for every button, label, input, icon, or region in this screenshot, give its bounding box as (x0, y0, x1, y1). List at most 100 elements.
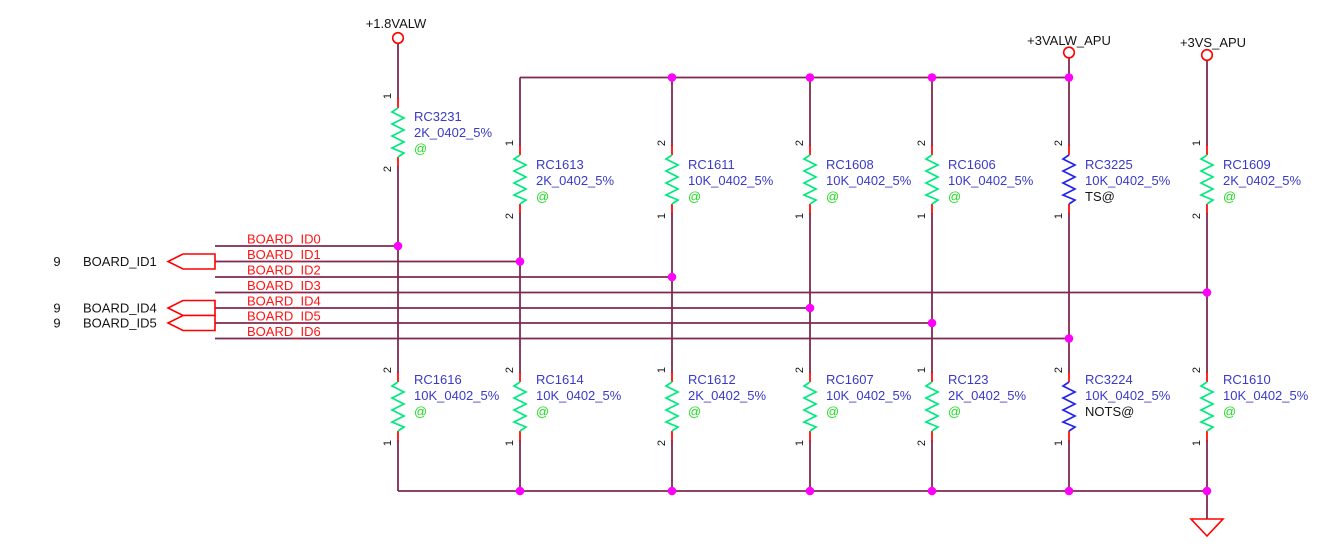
junction-dot (515, 486, 525, 496)
pin-number: 2 (916, 140, 928, 146)
resistor-value: 10K_0402_5% (1223, 388, 1309, 403)
offpage-pin-number: 9 (53, 254, 60, 269)
resistor-note: @ (414, 404, 427, 419)
net-label: BOARD_ID3 (247, 278, 321, 293)
pin-number: 2 (1053, 367, 1065, 373)
pin-number: 2 (1191, 367, 1203, 373)
pin-number: 1 (916, 213, 928, 219)
pin-number: 1 (1191, 140, 1203, 146)
resistor-zigzag (923, 381, 940, 432)
resistor-value: 2K_0402_5% (414, 125, 493, 140)
junction-dot (1064, 334, 1074, 343)
resistor-refdes: RC123 (948, 372, 988, 387)
pin-number: 2 (794, 140, 806, 146)
junction-dot (927, 318, 937, 328)
junction-dot (1064, 486, 1074, 496)
power-net-label: +3VS_APU (1180, 35, 1246, 50)
resistor-note: @ (536, 404, 549, 419)
resistor-note: TS@ (1085, 189, 1115, 204)
pin-number: 2 (656, 440, 668, 446)
offpage-pin-number: 9 (53, 316, 60, 331)
resistor-refdes: RC3225 (1085, 157, 1133, 172)
resistor-refdes: RC1612 (688, 372, 736, 387)
power-pin-circle (391, 31, 405, 45)
pin-number: 1 (656, 367, 668, 373)
resistor-value: 10K_0402_5% (414, 388, 500, 403)
pin-number: 1 (504, 440, 516, 446)
resistor-zigzag (1198, 381, 1215, 432)
offpage-connector-BOARD_ID4[interactable]: 9 BOARD_ID4 (53, 299, 216, 317)
resistor-value: 10K_0402_5% (826, 173, 912, 188)
resistor-zigzag (663, 381, 680, 432)
power-pin-+3VALW_APU[interactable]: +3VALW_APU (1027, 33, 1111, 59)
ground-symbol-icon[interactable] (1189, 518, 1225, 538)
resistor-refdes: RC1610 (1223, 372, 1271, 387)
junction-dot (927, 73, 937, 82)
offpage-connector-BOARD_ID5[interactable]: 9 BOARD_ID5 (53, 314, 216, 332)
pin-number: 2 (916, 440, 928, 446)
resistor-value: 10K_0402_5% (536, 388, 622, 403)
pin-number: 2 (382, 367, 394, 373)
pin-number: 1 (1191, 440, 1203, 446)
offpage-net-name: BOARD_ID5 (83, 316, 157, 331)
pin-number: 2 (794, 367, 806, 373)
power-pin-circle (1062, 46, 1076, 59)
junction-dot (1064, 73, 1074, 82)
offpage-arrow-icon (166, 299, 216, 317)
power-pin-+1.8VALW[interactable]: +1.8VALW (366, 16, 427, 45)
power-pin-+3VS_APU[interactable]: +3VS_APU (1180, 35, 1246, 62)
pin-number: 2 (504, 367, 516, 373)
pin-number: 2 (1191, 213, 1203, 219)
pin-number: 2 (504, 213, 516, 219)
resistor-refdes: RC1608 (826, 157, 874, 172)
offpage-connector-BOARD_ID1[interactable]: 9 BOARD_ID1 (53, 253, 216, 270)
junction-dot (1202, 486, 1212, 496)
net-label: BOARD_ID4 (247, 294, 321, 309)
resistor-zigzag (1060, 154, 1077, 205)
resistor-zigzag (801, 154, 818, 205)
resistor-zigzag (663, 154, 680, 205)
net-label: BOARD_ID1 (247, 247, 321, 262)
junction-dot (393, 241, 403, 251)
resistor-note: @ (1223, 404, 1236, 419)
power-net-label: +3VALW_APU (1027, 33, 1111, 48)
wires (215, 43, 1208, 520)
resistor-note: @ (414, 141, 427, 156)
junction-dot (515, 257, 525, 266)
resistor-value: 10K_0402_5% (688, 173, 774, 188)
resistor-note: @ (948, 404, 961, 419)
resistor-note: @ (826, 404, 839, 419)
pin-number: 1 (794, 213, 806, 219)
resistor-zigzag (1198, 154, 1215, 205)
resistor-refdes: RC1611 (688, 157, 735, 172)
pin-number: 1 (794, 440, 806, 446)
resistor-note: NOTS@ (1085, 404, 1134, 419)
net-label: BOARD_ID0 (247, 232, 321, 247)
resistor-value: 10K_0402_5% (826, 388, 912, 403)
resistor-zigzag (801, 381, 818, 432)
junction-dots (393, 73, 1212, 496)
resistor-zigzag (923, 154, 940, 205)
resistor-refdes: RC3224 (1085, 372, 1133, 387)
pin-number: 1 (382, 93, 394, 99)
resistor-value: 2K_0402_5% (1223, 173, 1302, 188)
offpage-net-name: BOARD_ID1 (83, 254, 157, 269)
resistor-refdes: RC1609 (1223, 157, 1271, 172)
resistor-value: 10K_0402_5% (1085, 173, 1171, 188)
